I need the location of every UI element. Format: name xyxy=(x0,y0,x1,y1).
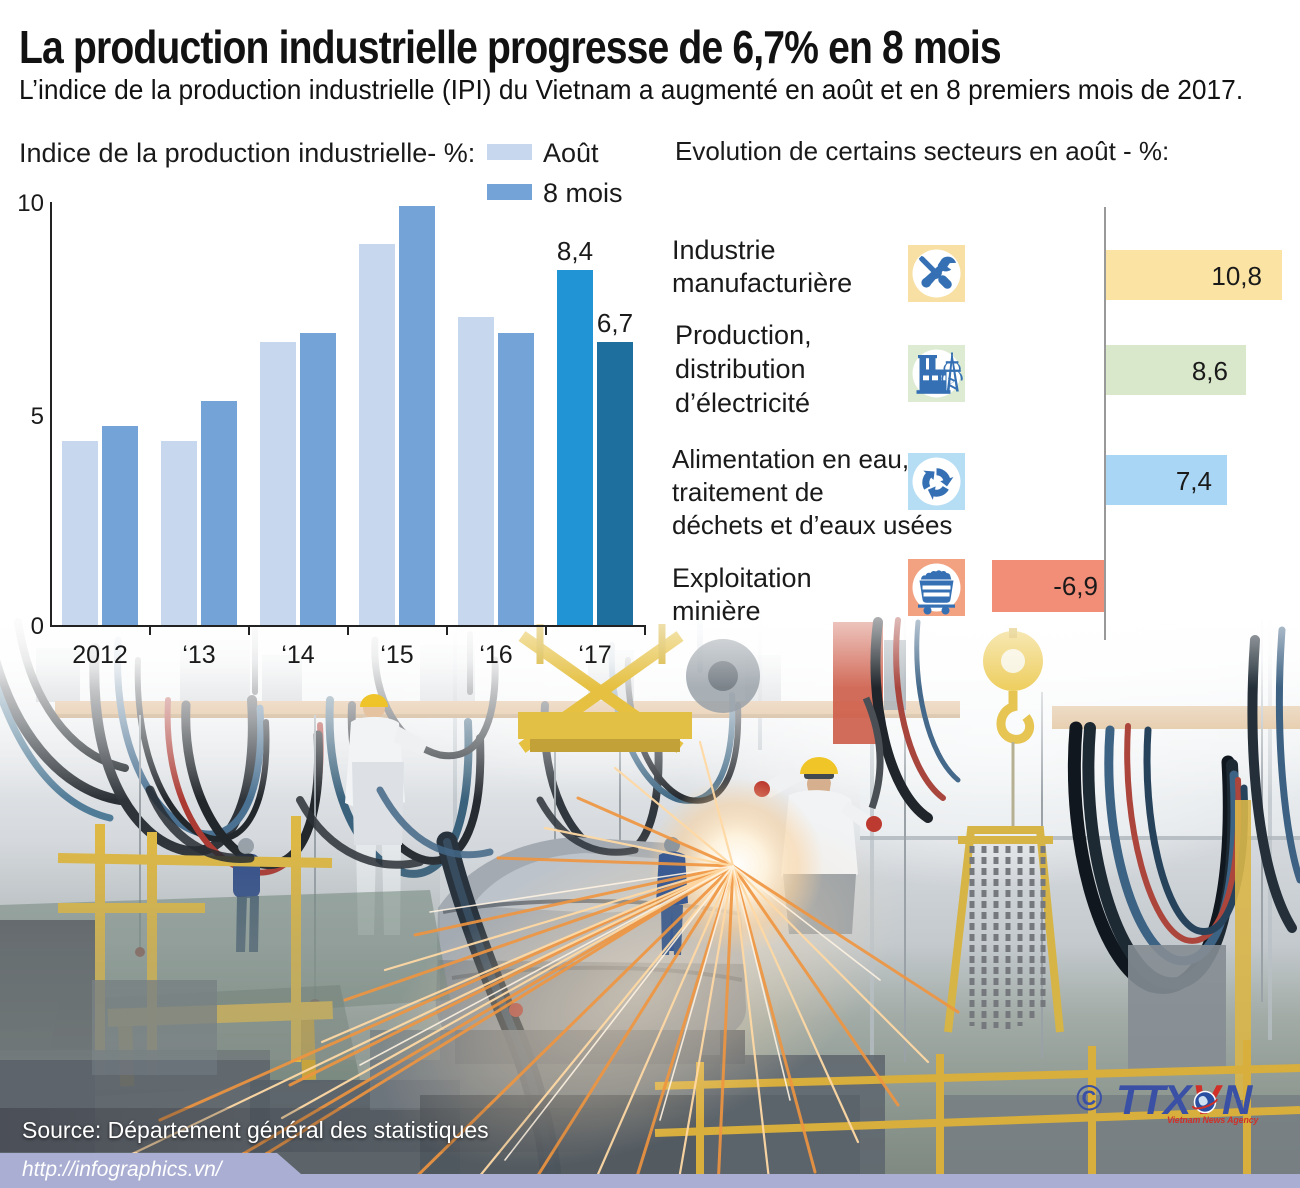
svg-text:TTX: TTX xyxy=(1116,1076,1194,1123)
svg-text:©: © xyxy=(1076,1077,1103,1118)
svg-text:N: N xyxy=(1222,1076,1254,1123)
svg-text:Vietnam News Agency: Vietnam News Agency xyxy=(1167,1115,1260,1125)
